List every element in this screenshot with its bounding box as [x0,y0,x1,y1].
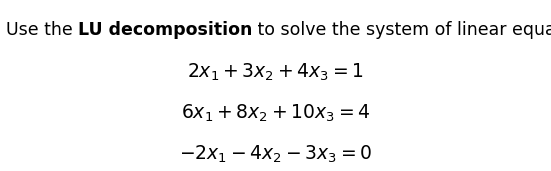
Text: to solve the system of linear equations.: to solve the system of linear equations. [252,21,551,38]
Text: $2x_1 + 3x_2 + 4x_3 = 1$: $2x_1 + 3x_2 + 4x_3 = 1$ [187,62,364,83]
Text: $-2x_1 - 4x_2 - 3x_3 = 0$: $-2x_1 - 4x_2 - 3x_3 = 0$ [179,144,372,165]
Text: Use the: Use the [6,21,78,38]
Text: $6x_1 + 8x_2 + 10x_3 = 4$: $6x_1 + 8x_2 + 10x_3 = 4$ [181,103,370,124]
Text: LU decomposition: LU decomposition [78,21,252,38]
